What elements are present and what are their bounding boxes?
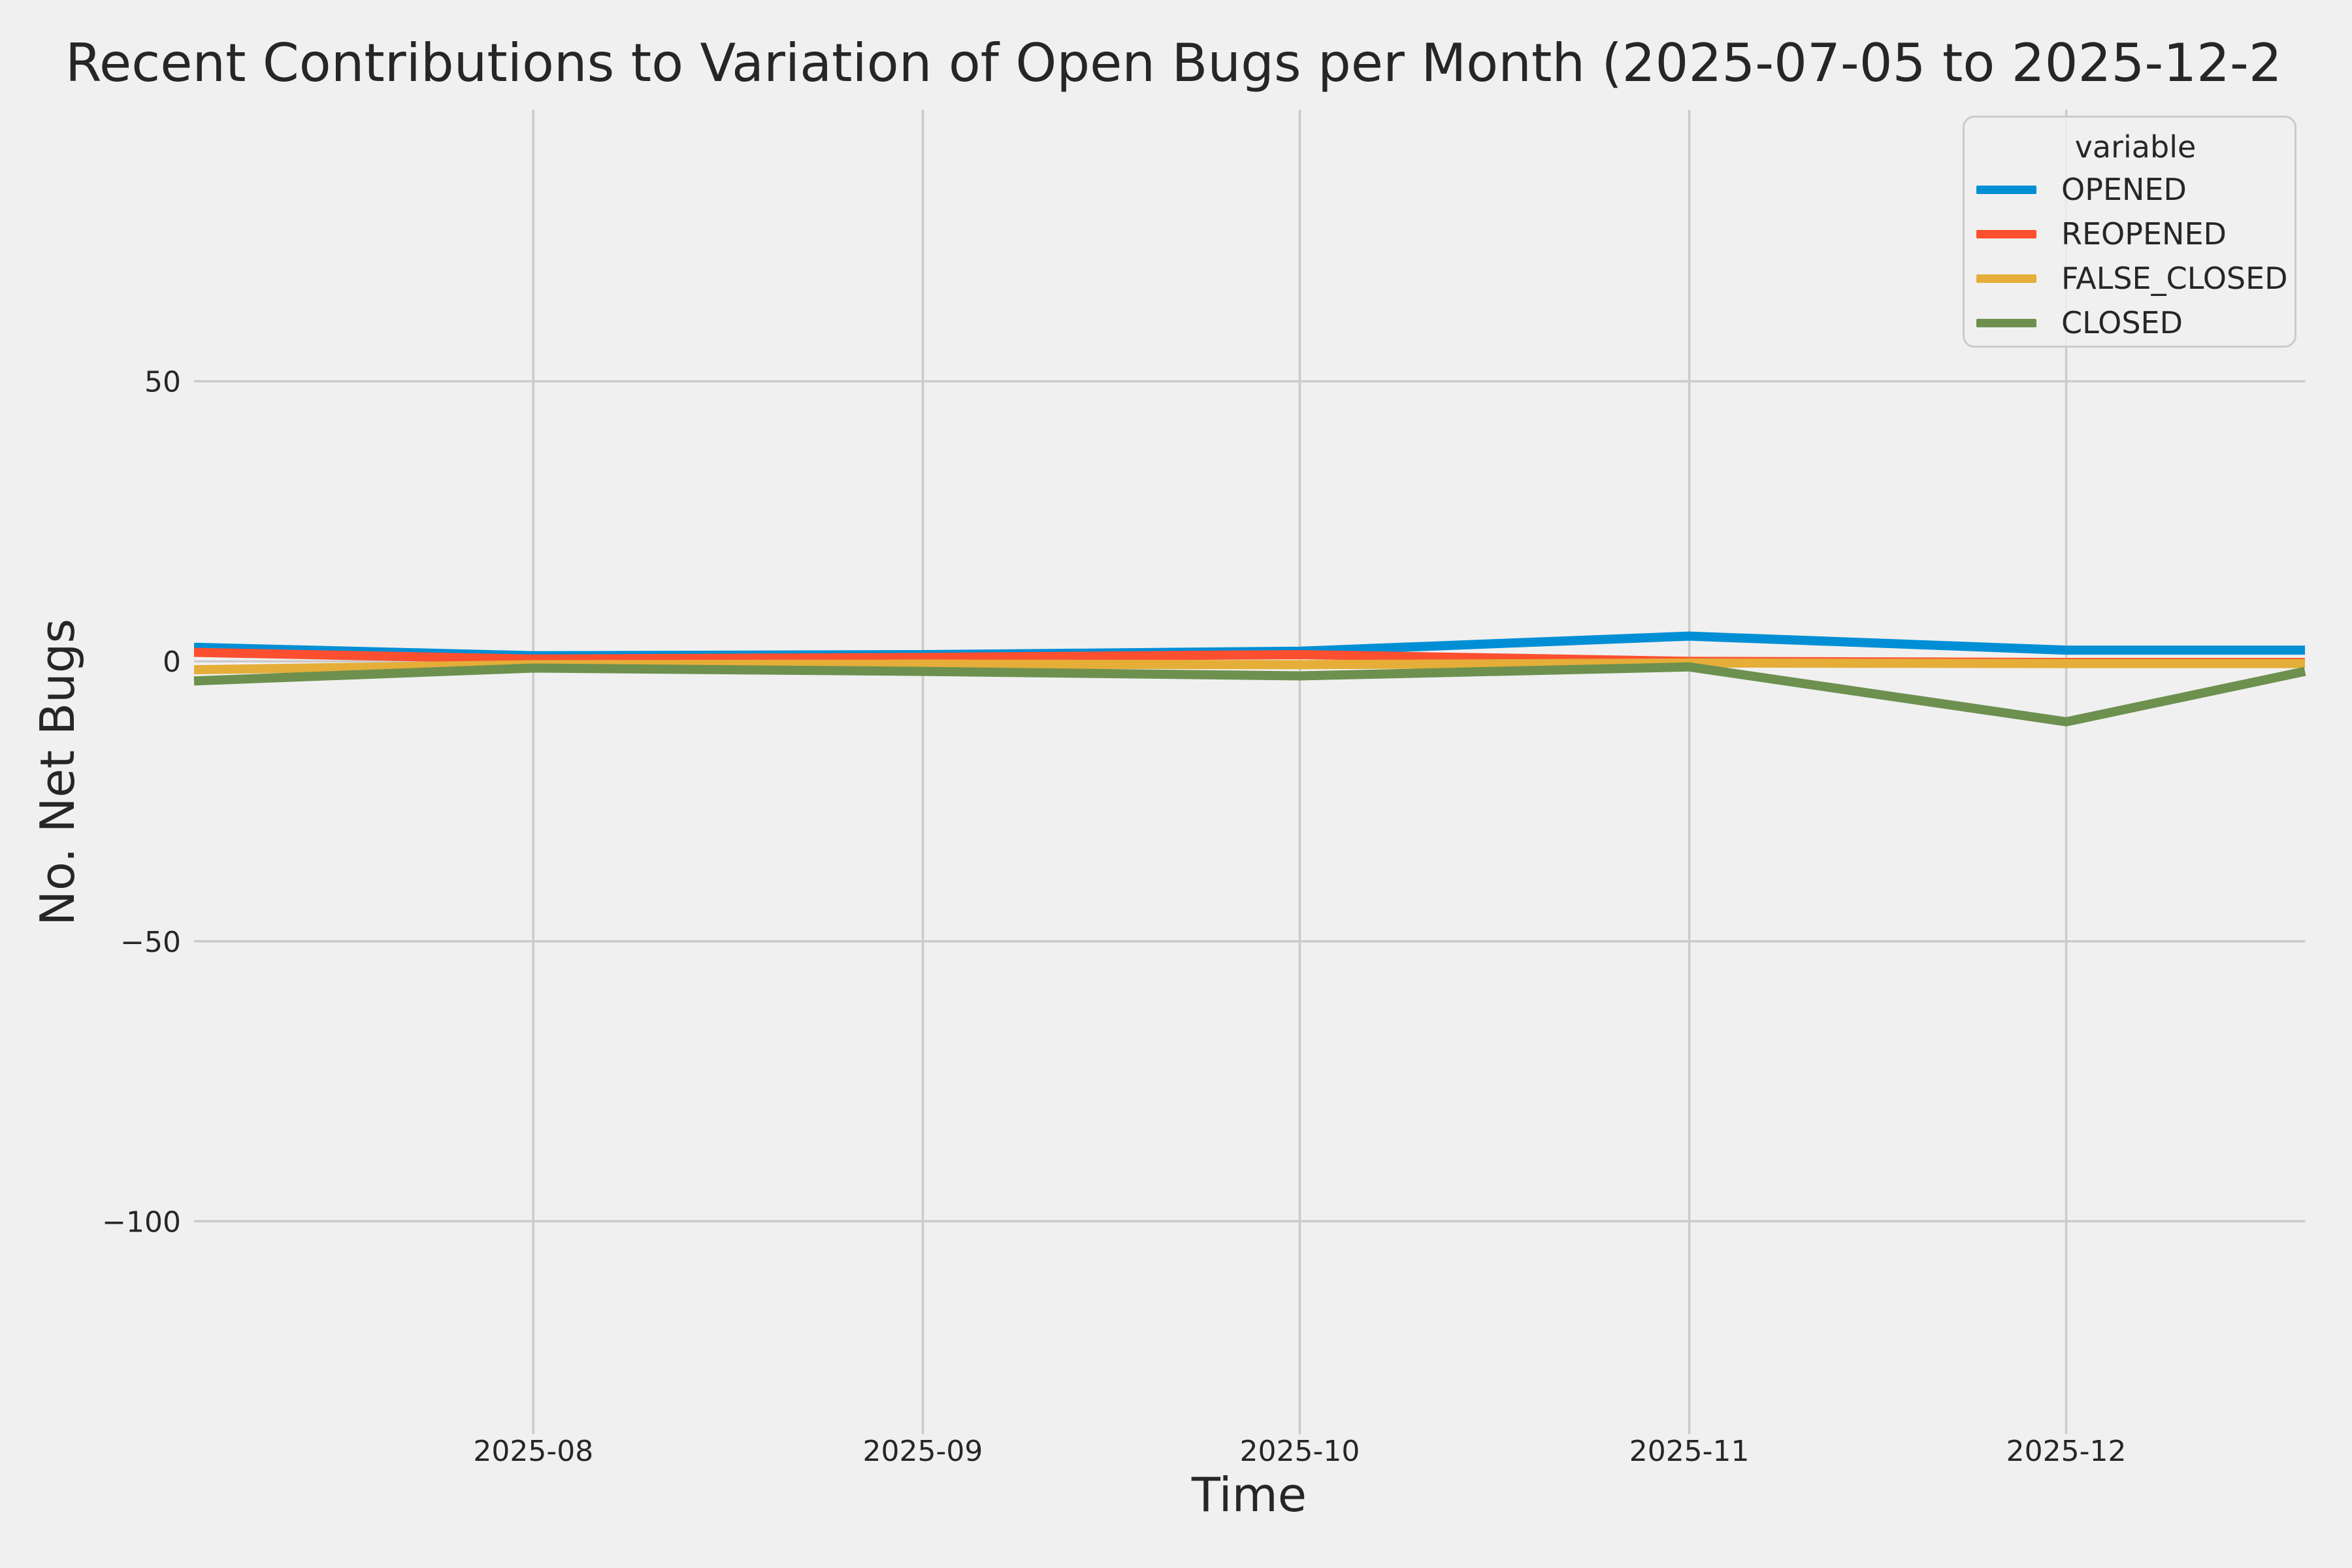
legend-item-label: OPENED [2061, 172, 2187, 207]
y-axis-label: No. Net Bugs [30, 619, 85, 926]
legend-item: FALSE_CLOSED [1976, 256, 2295, 301]
x-tick-label: 2025-09 [863, 1435, 983, 1468]
legend-item: OPENED [1976, 167, 2295, 212]
chart-title: Recent Contributions to Variation of Ope… [65, 33, 2282, 93]
legend-item: REOPENED [1976, 212, 2295, 256]
x-tick-label: 2025-08 [473, 1435, 593, 1468]
legend-item: CLOSED [1976, 301, 2295, 345]
legend-swatch-line [1976, 274, 2036, 283]
legend-swatch-line [1976, 185, 2036, 194]
legend-item-label: CLOSED [2061, 305, 2183, 340]
y-tick-label: −50 [120, 926, 181, 959]
series-line-closed [193, 662, 2306, 727]
legend-item-label: FALSE_CLOSED [2061, 261, 2288, 296]
legend-swatch-line [1976, 318, 2036, 327]
x-tick-label: 2025-11 [1629, 1435, 1750, 1468]
x-tick-label: 2025-12 [2006, 1435, 2127, 1468]
legend-items: OPENED REOPENED FALSE_CLOSED CLOSED [1976, 167, 2295, 345]
y-tick-label: −100 [102, 1205, 181, 1239]
legend-swatch-line [1976, 229, 2036, 238]
legend-item-label: REOPENED [2061, 216, 2227, 252]
legend-title: variable [2074, 129, 2197, 165]
legend: variable OPENED REOPENED FALSE_CLOSED CLOSE… [1963, 116, 2296, 348]
y-tick-label: 0 [163, 645, 181, 679]
y-tick-label: 50 [144, 366, 181, 399]
x-axis-label: Time [1191, 1467, 1307, 1522]
x-tick-label: 2025-10 [1240, 1435, 1360, 1468]
